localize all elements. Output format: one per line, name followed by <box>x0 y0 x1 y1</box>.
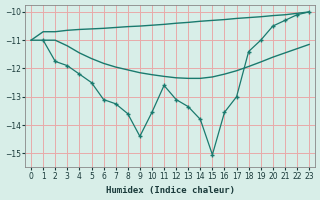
X-axis label: Humidex (Indice chaleur): Humidex (Indice chaleur) <box>106 186 235 195</box>
